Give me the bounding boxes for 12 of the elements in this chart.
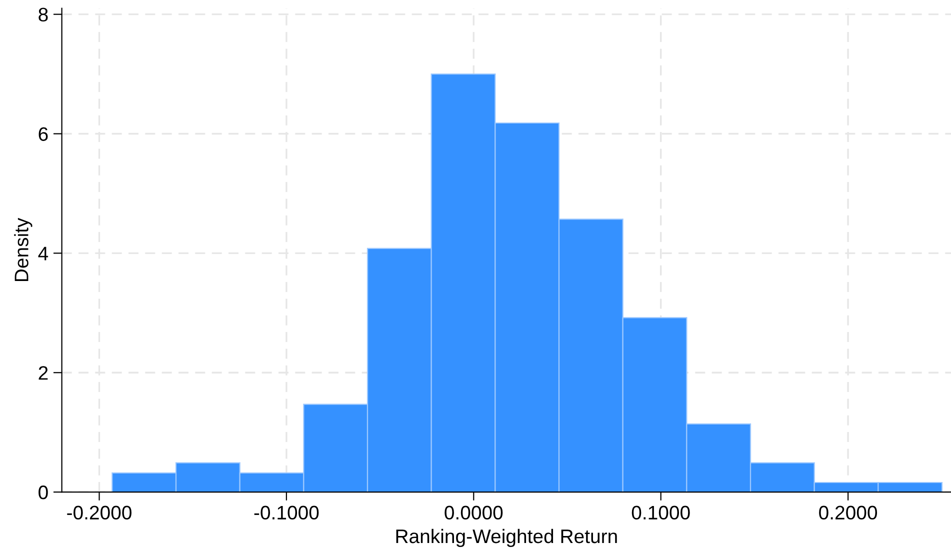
y-tick-label: 2 (38, 366, 48, 380)
x-axis-title: Ranking-Weighted Return (396, 528, 617, 548)
y-tick-label: 0 (38, 486, 48, 500)
x-tick-label: -0.2000 (67, 506, 132, 520)
y-tick-label: 6 (38, 127, 48, 141)
y-axis-title: Density (14, 218, 32, 282)
x-tick-label: 0.0000 (444, 506, 503, 520)
x-tick-label: 0.1000 (632, 506, 690, 520)
x-tick-label: 0.2000 (819, 506, 878, 520)
y-tick-label: 8 (38, 8, 48, 22)
x-tick-label: -0.1000 (254, 506, 319, 520)
y-tick-label: 4 (38, 246, 48, 260)
